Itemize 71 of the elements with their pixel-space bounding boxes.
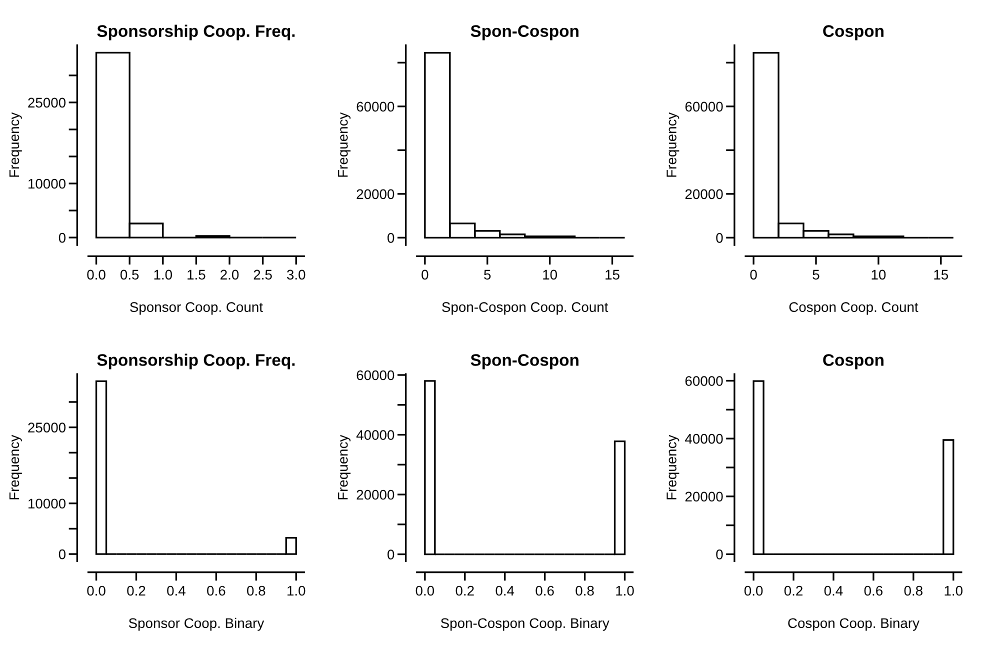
chart-title: Cospon	[823, 354, 884, 370]
x-tick-label: 10	[872, 270, 886, 280]
x-tick-label: 1.0	[288, 586, 306, 596]
chart-title: Spon-Cospon	[470, 25, 578, 40]
x-tick-label: 1.0	[944, 586, 962, 596]
x-tick-label: 0.0	[87, 270, 106, 280]
x-tick-label: 1.0	[616, 586, 634, 596]
x-axis-title: Cospon Coop. Binary	[788, 618, 920, 631]
x-tick-label: 0.0	[87, 586, 106, 596]
x-tick-label: 0.4	[167, 586, 186, 596]
x-tick-label: 5	[812, 270, 820, 280]
x-tick-label: 5	[484, 270, 491, 280]
y-tick-label: 0	[716, 232, 723, 243]
y-tick-label: 20000	[685, 492, 723, 502]
chart-title: Sponsorship Coop. Freq.	[97, 24, 295, 40]
x-tick-label: 0.6	[864, 586, 882, 596]
y-tick-label: 20000	[356, 490, 394, 500]
y-tick-label: 0	[58, 232, 66, 243]
chart-title: Spon-Cospon	[470, 354, 578, 370]
y-tick-label: 60000	[356, 370, 394, 380]
y-tick-label: 20000	[356, 189, 394, 200]
y-tick-label: 60000	[685, 102, 723, 112]
x-tick-label: 0.8	[576, 586, 594, 596]
x-tick-label: 0.6	[536, 586, 554, 596]
y-axis-title: Frequency	[666, 434, 680, 500]
x-tick-label: 1.0	[154, 270, 172, 280]
y-tick-label: 10000	[28, 498, 66, 509]
x-tick-label: 0.8	[904, 586, 922, 596]
x-tick-label: 0.4	[496, 586, 514, 596]
x-tick-label: 0	[422, 270, 428, 280]
x-tick-label: 2.0	[220, 270, 239, 280]
x-tick-label: 0.0	[416, 586, 434, 596]
x-axis-title: Sponsor Coop. Count	[130, 302, 263, 315]
y-tick-label: 25000	[28, 98, 66, 108]
chart-title: Sponsorship Coop. Freq.	[97, 354, 295, 370]
x-tick-label: 0.2	[127, 586, 146, 596]
x-tick-label: 3.0	[286, 270, 306, 280]
x-tick-label: 2.5	[254, 270, 272, 280]
x-axis-title: Spon-Cospon Coop. Count	[442, 302, 608, 315]
y-tick-label: 60000	[356, 102, 394, 112]
x-axis-title: Sponsor Coop. Binary	[128, 618, 264, 631]
x-tick-label: 0.2	[784, 586, 802, 596]
x-tick-label: 0	[750, 270, 757, 280]
y-axis-title: Frequency	[9, 434, 22, 500]
x-tick-label: 10	[543, 270, 557, 280]
x-tick-label: 0.8	[247, 586, 266, 596]
y-tick-label: 0	[716, 550, 723, 560]
y-tick-label: 40000	[685, 434, 723, 444]
y-tick-label: 10000	[28, 178, 66, 189]
y-axis-title: Frequency	[9, 112, 22, 177]
y-axis-title: Frequency	[338, 112, 351, 177]
y-axis-title: Frequency	[666, 112, 680, 177]
y-tick-label: 60000	[685, 376, 723, 386]
x-tick-label: 0.5	[120, 270, 139, 280]
y-tick-label: 40000	[356, 430, 394, 440]
x-tick-label: 1.5	[188, 270, 206, 280]
y-tick-label: 0	[388, 232, 394, 243]
x-tick-label: 15	[606, 270, 620, 280]
chart-title: Cospon	[823, 25, 884, 40]
x-tick-label: 0.0	[744, 586, 763, 596]
x-axis-title: Spon-Cospon Coop. Binary	[440, 618, 610, 631]
x-tick-label: 15	[934, 270, 948, 280]
y-tick-label: 0	[388, 550, 394, 560]
x-axis-title: Cospon Coop. Count	[789, 302, 918, 315]
y-axis-title: Frequency	[338, 434, 351, 500]
y-tick-label: 20000	[685, 189, 723, 200]
x-tick-label: 0.2	[456, 586, 474, 596]
x-tick-label: 0.6	[207, 586, 226, 596]
y-tick-label: 25000	[28, 422, 66, 432]
y-tick-label: 0	[58, 549, 66, 560]
x-tick-label: 0.4	[824, 586, 843, 596]
